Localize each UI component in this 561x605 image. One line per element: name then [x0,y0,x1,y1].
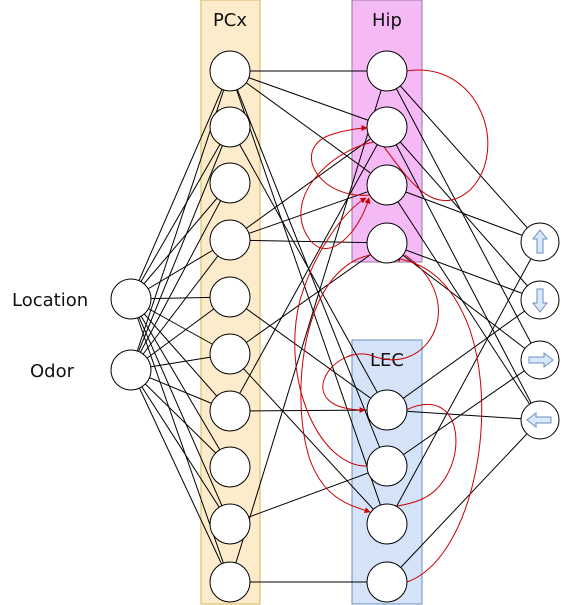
connection [130,296,231,371]
feedforward-connections [130,70,541,583]
connection [229,465,388,525]
hip-node [366,222,408,264]
connection [386,409,541,421]
connection [386,70,541,243]
lec-nodes [366,389,408,603]
connection [130,239,231,371]
pcx-node [209,276,251,318]
connection [229,70,388,525]
action-node [520,222,560,262]
connection [130,126,231,371]
pcx-label: PCx [213,10,247,31]
pcx-nodes [209,50,251,603]
connection [130,70,231,300]
connection [130,182,231,300]
recurrent-connection [394,255,483,583]
pcx-node [209,219,251,261]
connection [386,126,541,421]
connection [229,353,388,525]
pcx-node [209,162,251,204]
pcx-node [209,106,251,148]
connection [386,241,541,525]
connection [386,184,541,243]
pcx-node [209,390,251,432]
hip-node [366,50,408,92]
odor-label: Odor [30,361,75,382]
connection [229,126,388,411]
lec-label: LEC [370,350,404,371]
connection [386,70,541,361]
connection [130,298,231,468]
connection [386,419,541,583]
recurrent-connection [300,254,371,514]
lec-node [366,389,408,431]
pcx-node [209,50,251,92]
connection [130,182,231,371]
connection [386,299,541,411]
connection [130,298,231,525]
connection [386,184,541,421]
recurrent-connection [376,69,489,202]
arrow-down-icon [531,288,549,313]
action-node [520,400,560,440]
connection [229,239,388,244]
lec-node [366,561,408,603]
hip-node [366,164,408,206]
location-label: Location [12,290,88,311]
recurrent-connection [300,141,375,249]
connection [386,242,541,301]
lec-node [366,503,408,545]
input-nodes: Location Odor [12,278,152,391]
action-node [520,280,560,320]
recurrent-connection [294,197,371,467]
pcx-node [209,503,251,545]
input-node [110,278,152,320]
pcx-node [209,561,251,603]
pcx-node [209,333,251,375]
connection [130,369,231,525]
input-node [110,349,152,391]
connection [229,70,388,583]
connection [229,184,388,241]
connection [130,369,231,468]
action-node [520,340,560,380]
arrow-right-icon [528,351,554,369]
hip-label: Hip [372,10,402,31]
connection [130,369,231,583]
recurrent-connection [311,125,371,196]
arrow-up-icon [531,229,549,254]
hip-node [366,106,408,148]
hip-nodes [366,50,408,264]
lec-node [366,445,408,487]
connection [229,70,388,128]
pcx-node [209,446,251,488]
connection [229,70,388,186]
recurrent-connection [322,254,439,413]
action-nodes [520,222,560,440]
connection [130,126,231,300]
arrow-left-icon [526,411,552,429]
connection [130,298,231,412]
connection [229,296,388,411]
connection [386,359,541,467]
